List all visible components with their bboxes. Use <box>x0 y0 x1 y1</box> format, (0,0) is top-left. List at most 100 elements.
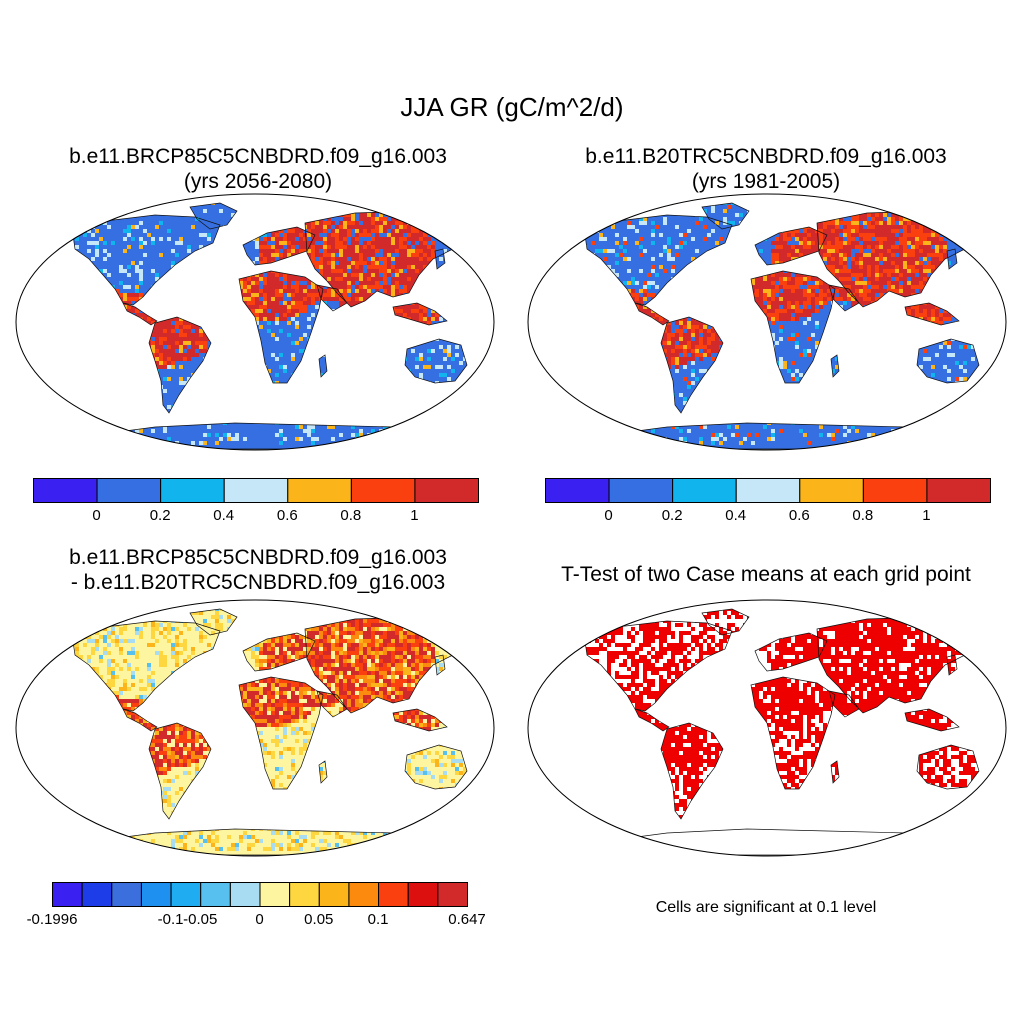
panel-case1-title: b.e11.BRCP85C5CNBDRD.f09_g16.003 (yrs 20… <box>8 144 508 194</box>
madagascar <box>319 355 327 377</box>
greenland-coastline <box>701 608 750 636</box>
colorbar-tick-label: -0.1996 <box>26 911 78 928</box>
colorbar-tick-label: 1 <box>410 507 419 524</box>
south-america-coastline <box>148 316 212 414</box>
japan-coastline <box>434 248 446 270</box>
colorbar-tick-label: 0.4 <box>725 507 747 524</box>
map-border <box>527 599 1007 857</box>
greenland-coastline <box>189 608 238 636</box>
map-ttest <box>527 599 1007 857</box>
map-border <box>15 193 495 451</box>
colorbar-box-2 <box>672 478 737 503</box>
australia-coastline <box>916 744 980 790</box>
colorbar-box-8 <box>289 882 320 907</box>
africa-coastline <box>238 676 324 790</box>
colorbar-box-1 <box>81 882 113 907</box>
colorbar-box-9 <box>318 882 350 907</box>
australia-coastline <box>404 338 468 384</box>
africa-coastline <box>750 676 836 790</box>
colorbar-tick-label: 0.647 <box>448 911 486 928</box>
maritime-se-asia-coastline <box>392 708 448 732</box>
colorbar-box-5 <box>862 478 928 503</box>
colorbar-tick-label: 0 <box>255 911 264 928</box>
colorbar-box-3 <box>140 882 172 907</box>
map-border <box>527 193 1007 451</box>
colorbar-box-2 <box>160 478 225 503</box>
colorbar-tick-label: 0.4 <box>213 507 235 524</box>
panel-diff-title-line2: - b.e11.B20TRC5CNBDRD.f09_g16.003 <box>70 571 446 594</box>
map-border <box>15 599 495 857</box>
madagascar-coastline <box>318 760 328 784</box>
map-diff <box>15 599 495 857</box>
colorbar-tick-label: -0.1 <box>157 911 184 928</box>
central-america-coastline <box>122 708 158 732</box>
new-zealand <box>471 789 479 805</box>
arabia-coastline <box>316 690 348 718</box>
significance-note: Cells are significant at 0.1 level <box>655 899 877 916</box>
north-america-coastline <box>72 620 221 712</box>
colorbar-box-10 <box>348 882 380 907</box>
colorbar-box-3 <box>735 478 801 503</box>
colorbar-case1 <box>33 478 479 503</box>
new-zealand <box>983 789 991 805</box>
colorbar-box-12 <box>407 882 439 907</box>
colorbar-box-11 <box>378 882 409 907</box>
panel-case1-title-line2: (yrs 2056-2080) <box>183 170 333 193</box>
colorbar-box-6 <box>229 882 261 907</box>
colorbar-box-0 <box>545 478 610 503</box>
colorbar-box-0 <box>52 882 83 907</box>
colorbar-box-7 <box>259 882 291 907</box>
panel-diff-title-line1: b.e11.BRCP85C5CNBDRD.f09_g16.003 <box>69 546 447 569</box>
panel-diff-title: b.e11.BRCP85C5CNBDRD.f09_g16.003 - b.e11… <box>8 545 508 595</box>
colorbar-tick-label: 0 <box>92 507 101 524</box>
greenland-coastline <box>189 202 238 230</box>
map-case1 <box>15 193 495 451</box>
europe-coastline <box>754 226 828 266</box>
colorbar-box-5 <box>200 882 231 907</box>
colorbar-box-3 <box>223 478 289 503</box>
new-zealand-coastline <box>982 788 992 806</box>
colorbar-tick-label: 0.2 <box>661 507 683 524</box>
new-zealand <box>983 383 991 399</box>
maritime-se-asia-coastline <box>392 302 448 326</box>
arabia-coastline <box>828 690 860 718</box>
colorbar-case2 <box>545 478 991 503</box>
europe-coastline <box>242 632 316 672</box>
colorbar-box-1 <box>96 478 162 503</box>
panel-case2-title-line1: b.e11.B20TRC5CNBDRD.f09_g16.003 <box>585 145 947 168</box>
japan-coastline <box>946 248 958 270</box>
south-america-coastline <box>148 722 212 820</box>
arabia-coastline <box>316 284 348 312</box>
south-america-coastline <box>660 316 724 414</box>
colorbar-box-4 <box>799 478 864 503</box>
greenland-coastline <box>701 202 750 230</box>
colorbar-box-6 <box>926 478 991 503</box>
central-america-coastline <box>634 302 670 326</box>
colorbar-box-2 <box>111 882 142 907</box>
colorbar-tick-label: 0.6 <box>276 507 298 524</box>
new-zealand-coastline <box>982 382 992 400</box>
central-america-coastline <box>122 302 158 326</box>
north-america-coastline <box>584 620 733 712</box>
figure-title: JJA GR (gC/m^2/d) <box>400 92 624 122</box>
south-america-coastline <box>660 722 724 820</box>
colorbar-tick-label: 1 <box>922 507 931 524</box>
colorbar-box-4 <box>287 478 352 503</box>
new-zealand <box>471 383 479 399</box>
north-america-coastline <box>584 214 733 306</box>
colorbar-box-0 <box>33 478 98 503</box>
colorbar-box-13 <box>437 882 468 907</box>
colorbar-tick-label: -0.05 <box>183 911 218 928</box>
colorbar-box-6 <box>414 478 479 503</box>
north-america-coastline <box>72 214 221 306</box>
colorbar-box-1 <box>608 478 674 503</box>
madagascar-coastline <box>830 760 840 784</box>
new-zealand-coastline <box>470 788 480 806</box>
panel-case2-title: b.e11.B20TRC5CNBDRD.f09_g16.003 (yrs 198… <box>516 144 1016 194</box>
maritime-se-asia-coastline <box>904 708 960 732</box>
arabia-coastline <box>828 284 860 312</box>
panel-ttest-title: T-Test of two Case means at each grid po… <box>561 563 971 586</box>
colorbar-tick-label: 0.8 <box>852 507 874 524</box>
europe-coastline <box>242 226 316 266</box>
colorbar-tick-label: 0.05 <box>304 911 334 928</box>
